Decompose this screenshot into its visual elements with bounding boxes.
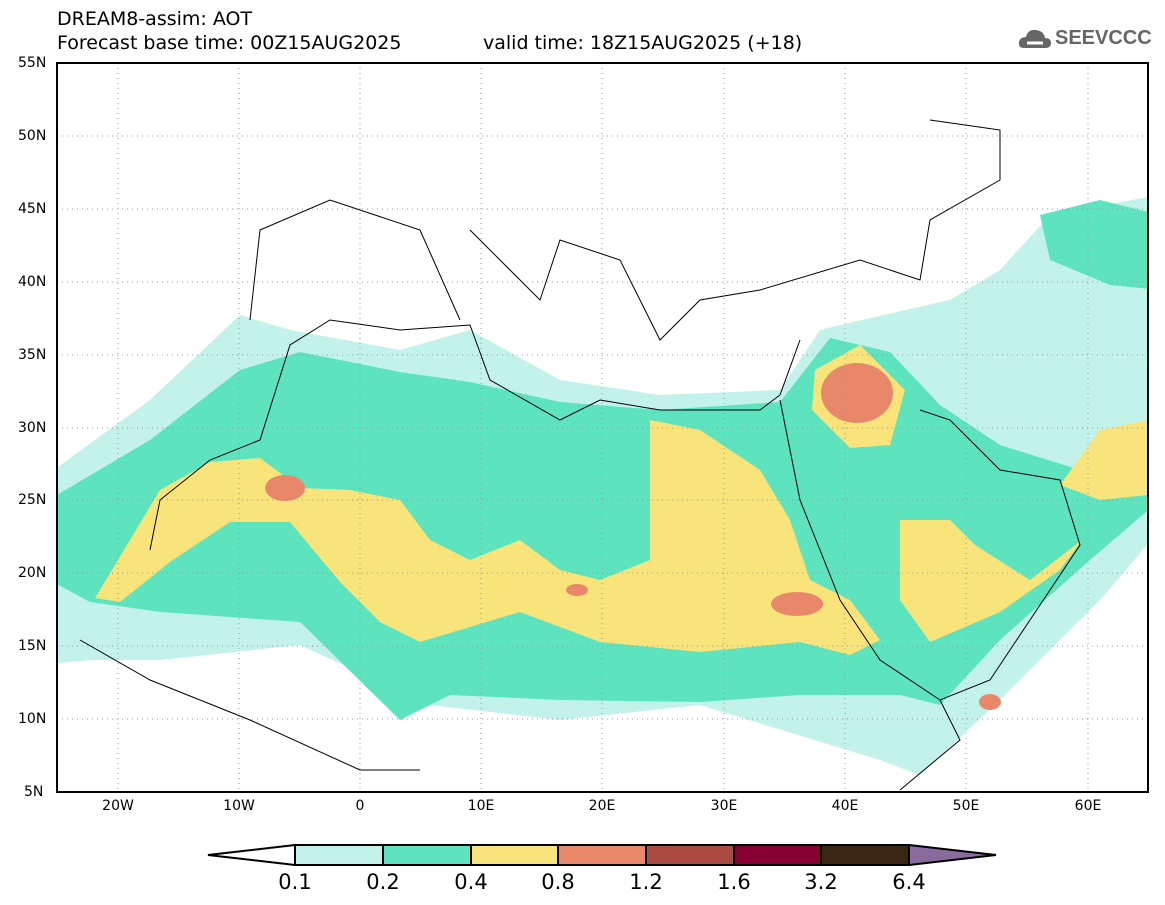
colorbar-label: 6.4 [892,870,926,894]
lon-label: 20W [102,798,134,814]
aot-contour-0.8-sudan [771,592,823,616]
base-time: Forecast base time: 00Z15AUG2025 [57,32,402,54]
lon-label: 60E [1074,798,1102,814]
colorbar-bin-3.2-6.4 [820,844,910,866]
colorbar-bin-1.2-1.6 [645,844,735,866]
colorbar-bin-0.1-0.2 [294,844,384,866]
lat-label: 20N [18,565,47,581]
colorbar [207,843,997,867]
aot-contour-0.4-gulf [1060,420,1148,500]
lat-label: 35N [18,347,47,363]
colorbar-label: 1.6 [717,870,751,894]
cloud-icon [1018,29,1051,48]
colorbar-bin-0.8-1.2 [557,844,647,866]
colorbar-label: 3.2 [804,870,838,894]
lat-label: 25N [18,492,47,508]
lat-label: 5N [24,784,44,800]
colorbar-label: 0.8 [541,870,575,894]
lat-label: 30N [18,420,47,436]
lat-label: 55N [18,55,47,71]
lon-label: 40E [831,798,859,814]
lon-label: 10W [223,798,255,814]
aot-contour-0.8-chad [566,584,588,596]
colorbar-under-triangle [207,843,296,867]
coastlines [79,119,1081,791]
logo-text: SEEVCCC [1055,26,1152,49]
grid-lines [57,63,1148,792]
lat-label: 50N [18,128,47,144]
aot-contour-0.2-north [1040,200,1148,289]
colorbar-label: 0.1 [278,870,312,894]
seevccc-logo: SEEVCCC [1018,26,1152,50]
colorbar-bin-1.6-3.2 [733,844,822,866]
aot-contour-0.8-somalia [979,694,1001,710]
lat-label: 15N [18,638,47,654]
aot-contour-0.4 [95,420,880,655]
colorbar-label: 0.4 [454,870,488,894]
lat-label: 10N [18,711,47,727]
map-title: DREAM8-assim: AOT [57,8,253,30]
aot-contour-0.8-iraq [821,363,893,423]
lat-label: 40N [18,274,47,290]
lon-label: 30E [710,798,738,814]
colorbar-label: 1.2 [629,870,663,894]
colorbar-bin-0.4-0.8 [470,844,559,866]
map-frame [56,62,1149,793]
aot-contour-0.4-arabia [900,520,1082,642]
lon-label: 0 [355,798,365,814]
lon-label: 10E [467,798,495,814]
colorbar-bin-0.2-0.4 [382,844,472,866]
colorbar-label: 0.2 [366,870,400,894]
colorbar-over-triangle [908,843,997,867]
lat-label: 45N [18,201,47,217]
aot-contour-0.8-sahara [265,475,305,501]
lon-label: 50E [952,798,980,814]
lon-label: 20E [588,798,616,814]
valid-time: valid time: 18Z15AUG2025 (+18) [483,32,803,54]
